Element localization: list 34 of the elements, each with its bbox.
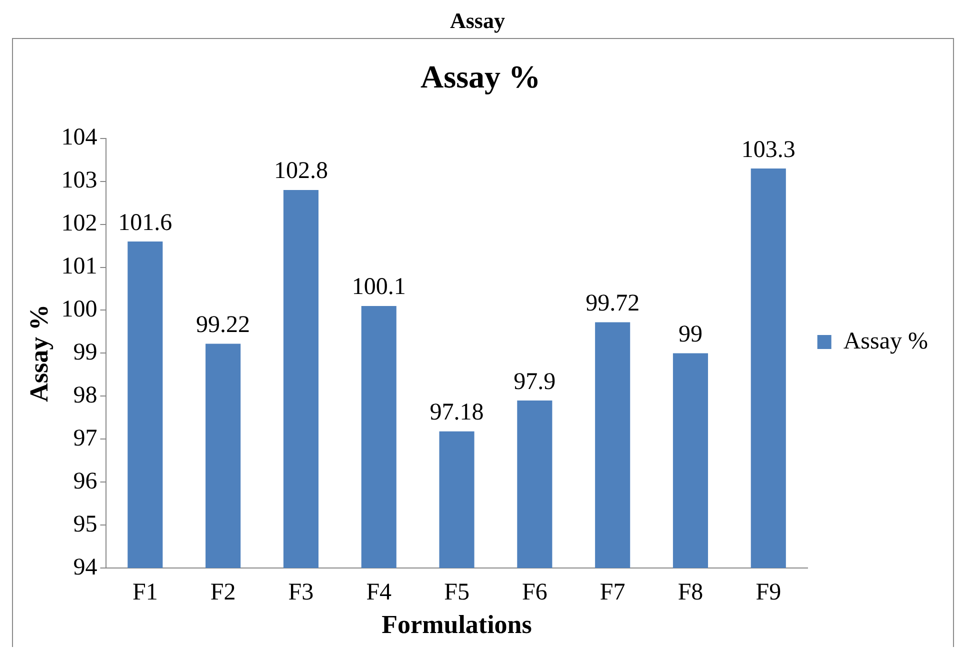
x-tick-label: F3	[288, 580, 314, 606]
data-label: 99.72	[586, 290, 640, 317]
x-tick-label: F6	[522, 580, 548, 606]
x-tick-label: F8	[678, 580, 704, 606]
y-tick-label: 94	[73, 554, 98, 580]
x-tick-label: F2	[210, 580, 236, 606]
data-label: 97.9	[514, 368, 556, 395]
x-tick-label: F1	[132, 580, 158, 606]
legend-label: Assay %	[843, 328, 928, 354]
data-label: 97.18	[430, 400, 484, 426]
y-tick-label: 99	[73, 339, 98, 366]
x-tick-label: F4	[366, 580, 392, 606]
y-tick-label: 100	[61, 296, 98, 323]
y-tick-label: 96	[73, 468, 98, 494]
x-tick-label: F9	[756, 580, 782, 606]
y-tick-label: 98	[73, 382, 98, 408]
text: Assay	[448, 8, 506, 34]
data-label: 101.6	[118, 210, 172, 236]
y-tick-label: 102	[61, 210, 98, 237]
y-tick-label: 103	[61, 168, 98, 194]
data-label: 103.3	[741, 136, 796, 163]
y-axis-title: Assay %	[24, 304, 54, 402]
y-tick-label: 97	[73, 425, 98, 452]
y-tick-label: 104	[61, 124, 98, 151]
data-label: 102.8	[274, 158, 328, 184]
chart-title: Assay %	[420, 58, 541, 94]
data-label: 100.1	[352, 274, 406, 300]
data-label: 99.22	[196, 312, 250, 338]
data-label: 99	[678, 321, 702, 348]
x-tick-label: F7	[600, 580, 626, 606]
x-axis-title: Formulations	[382, 610, 532, 640]
y-tick-label: 101	[61, 254, 98, 280]
x-tick-label: F5	[444, 580, 470, 606]
y-tick-label: 95	[73, 511, 98, 538]
